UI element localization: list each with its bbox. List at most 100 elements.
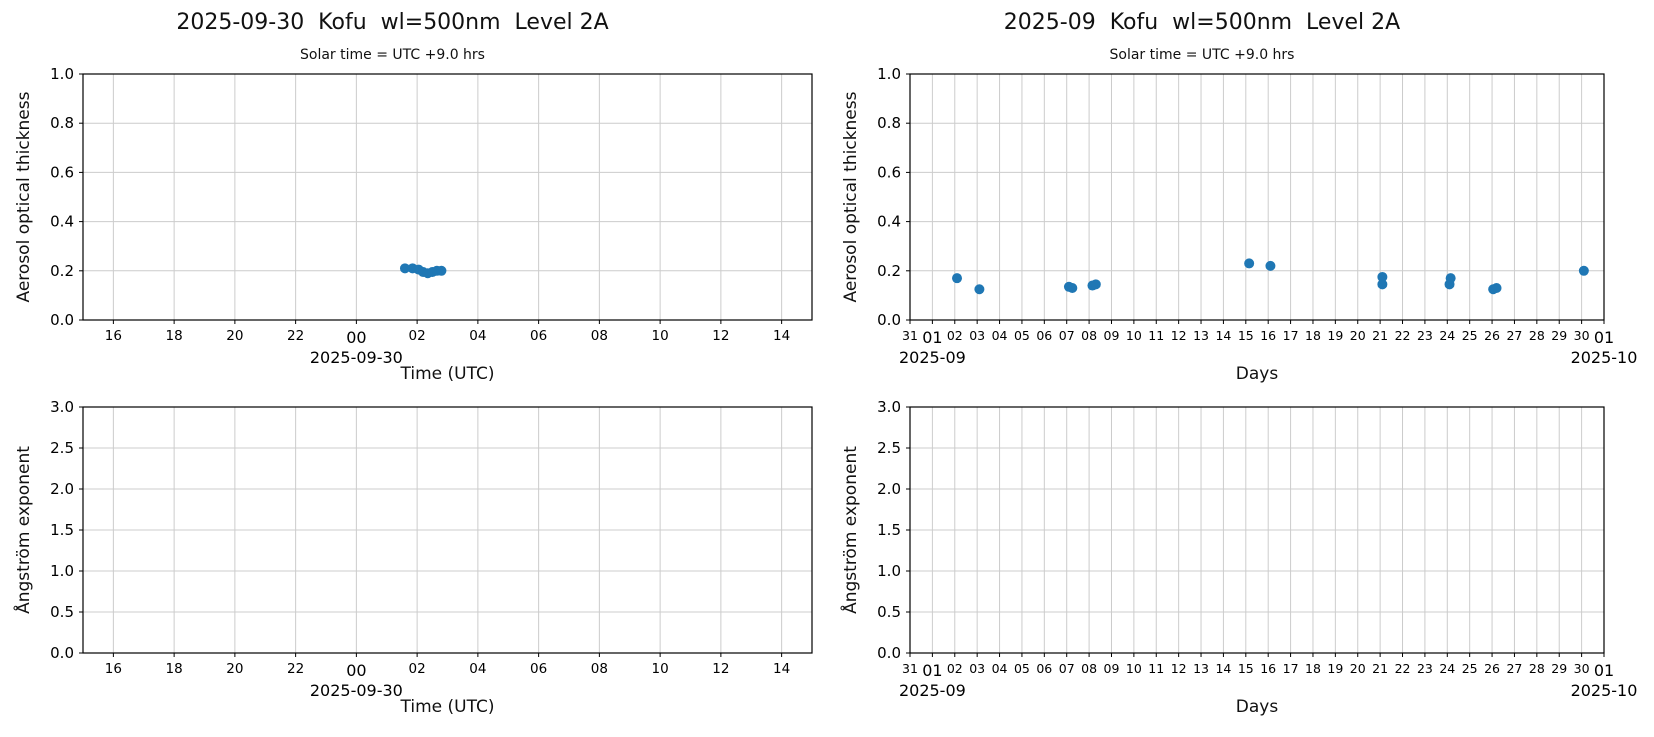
y-tick-label: 3.0 <box>50 398 74 416</box>
x-tick-label: 16 <box>105 328 122 344</box>
x-tick-label: 22 <box>287 328 304 344</box>
y-axis-label-top-right: Aerosol optical thickness <box>841 91 861 303</box>
data-point <box>1445 273 1456 284</box>
y-tick-label: 0.0 <box>877 644 901 662</box>
x-tick-label: 04 <box>992 328 1008 343</box>
y-tick-label: 1.5 <box>50 521 74 539</box>
x-tick-label: 23 <box>1417 661 1433 676</box>
x-tick-label: 02 <box>409 661 426 677</box>
x-tick-label: 12 <box>712 328 729 344</box>
y-tick-label: 0.8 <box>50 114 74 132</box>
x-tick-label: 04 <box>469 661 486 677</box>
x-tick-label: 21 <box>1372 328 1388 343</box>
x-tick-label: 08 <box>1081 661 1097 676</box>
x-tick-label: 29 <box>1551 328 1567 343</box>
x-tick-label: 25 <box>1462 661 1478 676</box>
plot-border <box>82 73 813 321</box>
x-tick-label: 20 <box>1350 328 1366 343</box>
y-tick-label: 1.0 <box>50 562 74 580</box>
x-tick-label: 03 <box>969 661 985 676</box>
x-tick-label: 16 <box>1260 661 1276 676</box>
x-tick-label: 26 <box>1484 661 1500 676</box>
x-tick-label: 10 <box>652 328 669 344</box>
x-tick-label: 31 <box>902 661 918 676</box>
x-tick-label: 29 <box>1551 661 1567 676</box>
data-point <box>1090 279 1101 290</box>
x-tick-label: 11 <box>1148 661 1164 676</box>
x-major-tick-label: 01 <box>922 328 942 347</box>
x-tick-label: 09 <box>1104 328 1120 343</box>
data-point <box>1491 283 1502 294</box>
x-tick-label: 16 <box>105 661 122 677</box>
x-tick-label: 09 <box>1104 661 1120 676</box>
x-major-tick-label: 01 <box>1594 328 1614 347</box>
x-tick-label: 03 <box>969 328 985 343</box>
x-tick-label: 08 <box>591 328 608 344</box>
x-tick-label: 08 <box>591 661 608 677</box>
x-tick-label: 24 <box>1439 328 1455 343</box>
y-tick-label: 0.0 <box>50 644 74 662</box>
y-tick-label: 0.5 <box>877 603 901 621</box>
x-tick-label: 17 <box>1283 661 1299 676</box>
x-tick-label: 18 <box>1305 661 1321 676</box>
x-date-label: 2025-09-30 <box>310 681 403 700</box>
x-tick-label: 06 <box>530 328 547 344</box>
x-tick-label: 16 <box>1260 328 1276 343</box>
x-major-tick-label: 00 <box>346 661 366 680</box>
x-tick-label: 27 <box>1506 328 1522 343</box>
x-tick-label: 24 <box>1439 661 1455 676</box>
y-tick-label: 1.5 <box>877 521 901 539</box>
x-tick-label: 13 <box>1193 328 1209 343</box>
x-tick-label: 22 <box>287 661 304 677</box>
x-date-label: 2025-09 <box>899 681 966 700</box>
x-tick-label: 05 <box>1014 328 1030 343</box>
x-tick-label: 31 <box>902 328 918 343</box>
data-point <box>1377 279 1388 290</box>
x-major-tick-label: 00 <box>346 328 366 347</box>
chart-title-monthly: 2025-09 Kofu wl=500nm Level 2A <box>1003 10 1401 35</box>
data-point <box>1265 260 1276 271</box>
data-point <box>1377 271 1388 282</box>
x-major-tick-label: 01 <box>1594 661 1614 680</box>
x-date-label: 2025-09 <box>899 348 966 367</box>
chart-subtitle-monthly: Solar time = UTC +9.0 hrs <box>1109 47 1295 63</box>
x-tick-label: 11 <box>1148 328 1164 343</box>
data-point <box>974 284 985 295</box>
x-axis-label-top-right: Days <box>1235 364 1279 384</box>
y-tick-label: 2.5 <box>877 439 901 457</box>
x-tick-label: 14 <box>773 661 790 677</box>
y-tick-label: 3.0 <box>877 398 901 416</box>
x-tick-label: 13 <box>1193 661 1209 676</box>
y-tick-label: 2.5 <box>50 439 74 457</box>
y-tick-label: 1.0 <box>50 65 74 83</box>
x-tick-label: 26 <box>1484 328 1500 343</box>
y-tick-label: 0.5 <box>50 603 74 621</box>
x-tick-label: 02 <box>409 328 426 344</box>
x-tick-label: 05 <box>1014 661 1030 676</box>
x-tick-label: 21 <box>1372 661 1388 676</box>
x-date-label: 2025-10 <box>1571 348 1638 367</box>
x-tick-label: 04 <box>469 328 486 344</box>
x-tick-label: 12 <box>712 661 729 677</box>
chart-subtitle-daily: Solar time = UTC +9.0 hrs <box>300 47 485 63</box>
y-tick-label: 0.6 <box>877 163 901 181</box>
x-axis-label-top-left: Time (UTC) <box>400 364 495 384</box>
x-tick-label: 08 <box>1081 328 1097 343</box>
y-tick-label: 2.0 <box>50 480 74 498</box>
x-tick-label: 22 <box>1395 328 1411 343</box>
x-tick-label: 15 <box>1238 328 1254 343</box>
y-axis-label-bottom-left: Ångström exponent <box>14 446 34 614</box>
y-tick-label: 2.0 <box>877 480 901 498</box>
y-tick-label: 1.0 <box>877 65 901 83</box>
data-point <box>952 273 963 284</box>
y-tick-label: 0.2 <box>877 262 901 280</box>
x-tick-label: 07 <box>1059 328 1075 343</box>
x-tick-label: 10 <box>1126 661 1142 676</box>
x-tick-label: 18 <box>166 328 183 344</box>
x-axis-label-bottom-left: Time (UTC) <box>400 697 495 717</box>
x-tick-label: 14 <box>1215 328 1231 343</box>
x-axis-label-bottom-right: Days <box>1235 697 1279 717</box>
x-tick-label: 27 <box>1506 661 1522 676</box>
